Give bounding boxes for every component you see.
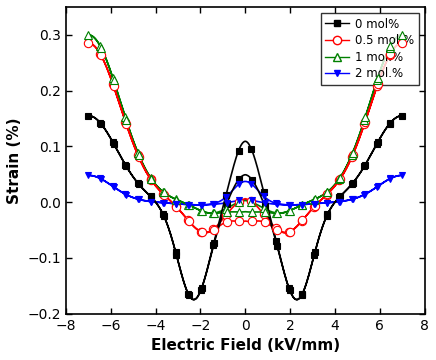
X-axis label: Electric Field (kV/mm): Electric Field (kV/mm) (151, 338, 340, 353)
Y-axis label: Strain (%): Strain (%) (7, 117, 22, 203)
Legend: 0 mol%, 0.5 mol.%, 1 mol.%, 2 mol.%: 0 mol%, 0.5 mol.%, 1 mol.%, 2 mol.% (320, 13, 419, 85)
